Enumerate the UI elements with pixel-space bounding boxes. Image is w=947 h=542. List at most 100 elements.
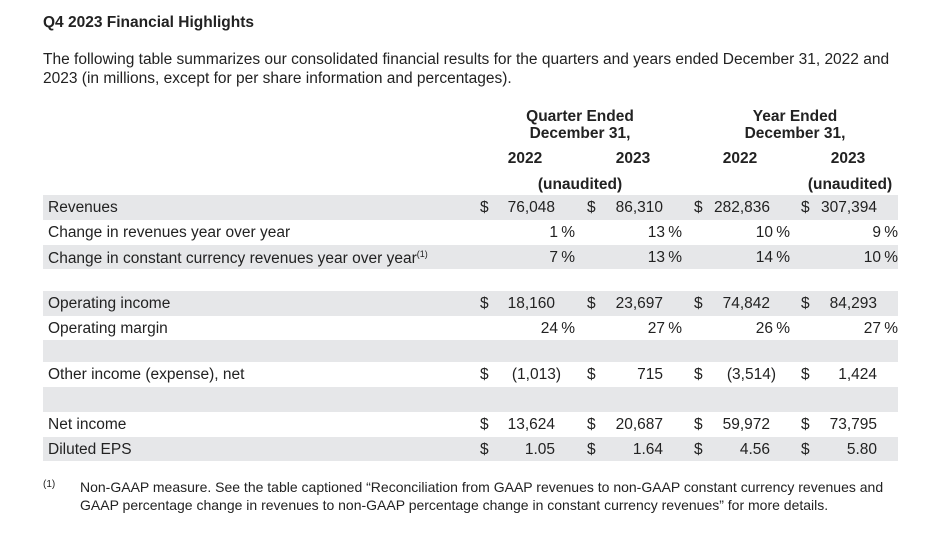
row-label-text: Change in constant currency revenues yea…: [48, 250, 417, 268]
quarter-date-label: December 31,: [529, 125, 631, 142]
row-label-text: Change in revenues year over year: [48, 224, 291, 241]
currency-symbol: $: [694, 295, 703, 312]
cell-value: 74,842: [722, 295, 770, 312]
currency-symbol: $: [801, 416, 810, 433]
cell-value: 1.64: [632, 441, 663, 458]
currency-symbol: $: [480, 199, 489, 216]
cell-value: 73,795: [829, 416, 877, 433]
percent-sign: %: [884, 320, 898, 337]
year-header-q2023: 2023: [615, 150, 651, 167]
row-label: Operating income: [48, 295, 170, 313]
row-label-text: Operating margin: [48, 320, 168, 337]
cell-value: 24: [540, 320, 558, 337]
table-row: Operating income $18,160 $23,697 $74,842 $84…: [43, 291, 898, 316]
unaudited-quarter: (unaudited): [537, 176, 623, 193]
cell-value: 26: [755, 320, 773, 337]
table-row: Operating margin 24% 27% 26% 27%: [43, 316, 898, 340]
percent-sign: %: [668, 249, 682, 266]
cell-value: 10: [863, 249, 881, 266]
currency-symbol: $: [587, 416, 596, 433]
cell-value: 9: [872, 224, 881, 241]
table-row: Change in revenues year over year 1% 13% 10…: [43, 220, 898, 245]
row-label-text: Net income: [48, 416, 127, 433]
intro-paragraph: The following table summarizes our conso…: [43, 51, 890, 87]
currency-symbol: $: [801, 366, 810, 383]
cell-value: 1.05: [524, 441, 555, 458]
row-label: Net income: [48, 416, 126, 434]
cell-value: 10: [755, 224, 773, 241]
table-row: Revenues $76,048 $86,310 $282,836 $307,394: [43, 195, 898, 220]
table-row: [43, 387, 898, 412]
percent-sign: %: [561, 224, 575, 241]
row-label: Change in constant currency revenues yea…: [48, 249, 428, 268]
percent-sign: %: [776, 249, 790, 266]
year-header-q2022: 2022: [507, 150, 543, 167]
year-date-label: December 31,: [744, 125, 846, 142]
row-label: Diluted EPS: [48, 441, 132, 459]
footnote-text: Non-GAAP measure. See the table captione…: [80, 479, 884, 513]
currency-symbol: $: [694, 416, 703, 433]
currency-symbol: $: [801, 441, 810, 458]
row-label: Revenues: [48, 199, 118, 217]
percent-sign: %: [668, 320, 682, 337]
cell-value: 18,160: [507, 295, 555, 312]
percent-sign: %: [776, 224, 790, 241]
footnote-marker: (1): [43, 479, 56, 490]
cell-value: 13: [647, 224, 665, 241]
currency-symbol: $: [694, 199, 703, 216]
currency-symbol: $: [587, 199, 596, 216]
percent-sign: %: [561, 320, 575, 337]
currency-symbol: $: [694, 366, 703, 383]
year-header-y2023: 2023: [830, 150, 866, 167]
quarter-ended-header: Quarter Ended December 31,: [480, 108, 680, 142]
row-label-text: Revenues: [48, 199, 118, 216]
currency-symbol: $: [480, 441, 489, 458]
row-label-text: Operating income: [48, 295, 171, 312]
currency-symbol: $: [801, 295, 810, 312]
cell-value: 307,394: [820, 199, 877, 216]
year-header-y2022: 2022: [722, 150, 758, 167]
cell-value: 14: [755, 249, 773, 266]
cell-value: (1,013): [511, 366, 561, 383]
row-label: Operating margin: [48, 320, 168, 338]
currency-symbol: $: [587, 366, 596, 383]
cell-value: 7: [549, 249, 558, 266]
cell-value: 27: [647, 320, 665, 337]
cell-value: 13: [647, 249, 665, 266]
cell-value: 4.56: [739, 441, 770, 458]
quarter-ended-label: Quarter Ended: [526, 108, 634, 125]
cell-value: 5.80: [846, 441, 877, 458]
cell-value: 1,424: [838, 366, 877, 383]
page-title: Q4 2023 Financial Highlights: [43, 14, 255, 31]
table-row: [43, 269, 898, 291]
row-label: Change in revenues year over year: [48, 224, 290, 242]
currency-symbol: $: [801, 199, 810, 216]
currency-symbol: $: [480, 416, 489, 433]
currency-symbol: $: [480, 295, 489, 312]
currency-symbol: $: [480, 366, 489, 383]
year-ended-header: Year Ended December 31,: [695, 108, 895, 142]
cell-value: 282,836: [713, 199, 770, 216]
table-row: Diluted EPS $1.05 $1.64 $4.56 $5.80: [43, 437, 898, 461]
footnote-ref: (1): [416, 249, 428, 259]
table-row: Change in constant currency revenues yea…: [43, 245, 898, 269]
percent-sign: %: [884, 224, 898, 241]
row-label-text: Diluted EPS: [48, 441, 132, 458]
cell-value: 20,687: [615, 416, 663, 433]
cell-value: 76,048: [507, 199, 555, 216]
row-label-text: Other income (expense), net: [48, 366, 245, 383]
cell-value: 13,624: [507, 416, 555, 433]
currency-symbol: $: [587, 295, 596, 312]
table-row: Net income $13,624 $20,687 $59,972 $73,795: [43, 412, 898, 437]
year-ended-label: Year Ended: [752, 108, 838, 125]
currency-symbol: $: [587, 441, 596, 458]
cell-value: 1: [549, 224, 558, 241]
percent-sign: %: [668, 224, 682, 241]
percent-sign: %: [884, 249, 898, 266]
cell-value: 86,310: [615, 199, 663, 216]
cell-value: 23,697: [615, 295, 663, 312]
cell-value: 59,972: [722, 416, 770, 433]
currency-symbol: $: [694, 441, 703, 458]
unaudited-year: (unaudited): [807, 176, 893, 193]
percent-sign: %: [561, 249, 575, 266]
